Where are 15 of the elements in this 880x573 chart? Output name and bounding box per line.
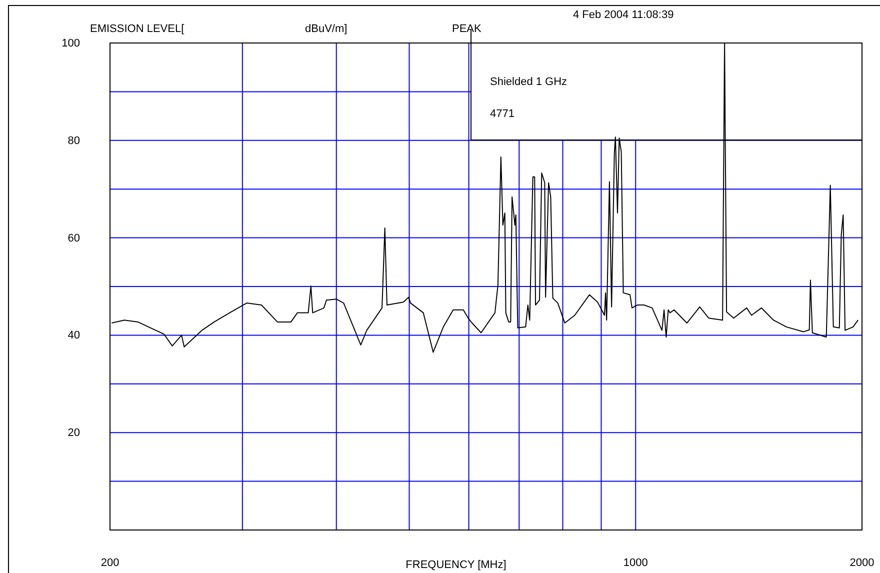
y-tick-label: 80 [68, 134, 80, 147]
x-axis-title: FREQUENCY [MHz] [406, 559, 506, 571]
y-axis-title: EMISSION LEVEL[ [90, 23, 184, 35]
x-tick-label: 200 [100, 556, 120, 569]
y-tick-label: 60 [68, 232, 80, 244]
x-tick-label: 1000 [623, 556, 648, 569]
y-tick-label: 100 [62, 38, 80, 50]
text: 4 Feb 2004 11:08:39 [573, 9, 674, 21]
y-tick-label: 20 [68, 427, 80, 440]
x-tick-label: 2000 [850, 556, 874, 569]
text: dBuV/m] [305, 23, 348, 35]
y-tick-label: 40 [68, 330, 80, 342]
text: PEAK [452, 23, 482, 35]
annotation: 4771 [490, 108, 514, 120]
annotation: Shielded 1 GHz [490, 76, 568, 88]
